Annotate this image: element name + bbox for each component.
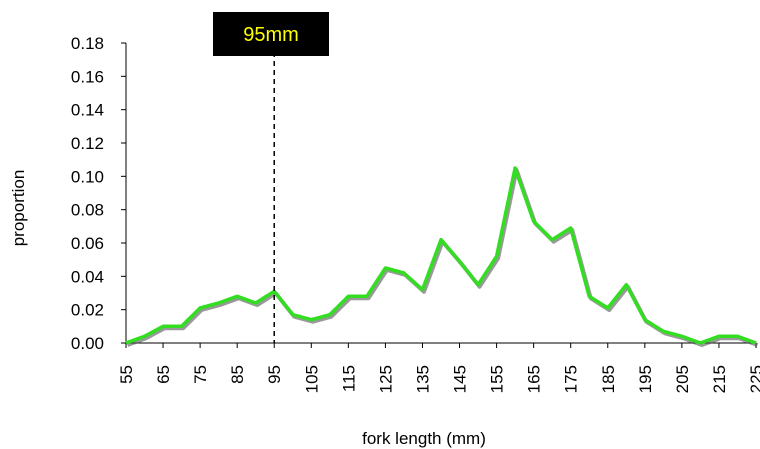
- y-tick-label: 0.02: [71, 301, 104, 320]
- x-tick-label: 135: [413, 365, 432, 393]
- x-axis-title: fork length (mm): [362, 429, 486, 448]
- annotation-label: 95mm: [243, 24, 299, 46]
- x-tick-label: 115: [339, 365, 358, 392]
- tick-marks: [121, 42, 757, 348]
- y-tick-label: 0.16: [71, 67, 104, 86]
- x-tick-label: 75: [191, 365, 210, 384]
- y-axis-title: proportion: [9, 170, 28, 247]
- x-tick-label: 125: [376, 365, 395, 393]
- x-tick-label: 105: [302, 365, 321, 393]
- y-tick-label: 0.06: [71, 234, 104, 253]
- y-tick-label: 0.14: [71, 101, 104, 120]
- y-tick-label: 0.04: [71, 267, 104, 286]
- x-tick-label: 165: [525, 365, 544, 393]
- x-tick-label: 225: [747, 365, 760, 393]
- x-tick-label: 155: [488, 365, 507, 393]
- annotation-label-box: [213, 12, 329, 56]
- x-tick-label: 215: [710, 365, 729, 393]
- x-tick-label: 85: [228, 365, 247, 384]
- series-line-shadow: [126, 168, 759, 347]
- series-line: [125, 166, 757, 345]
- x-axis-tick-labels: 55 65 75 85 95 105 115 125 135 145 155 165 175 185 195…: [117, 365, 760, 393]
- x-tick-label: 95: [265, 365, 284, 384]
- x-tick-label: 195: [636, 365, 655, 393]
- x-tick-label: 175: [562, 365, 581, 393]
- x-tick-label: 145: [451, 365, 470, 393]
- x-tick-label: 65: [154, 365, 173, 384]
- y-tick-label: 0.12: [71, 134, 104, 153]
- y-axis-tick-labels: 0.00 0.02 0.04 0.06 0.08 0.10 0.12 0.14 0.16 0.18: [71, 34, 104, 353]
- x-tick-label: 55: [117, 365, 136, 384]
- x-tick-label: 185: [599, 365, 618, 393]
- x-tick-label: 205: [673, 365, 692, 393]
- y-tick-label: 0.10: [71, 167, 104, 186]
- y-tick-label: 0.18: [71, 34, 104, 53]
- y-tick-label: 0.08: [71, 201, 104, 220]
- y-tick-label: 0.00: [71, 334, 104, 353]
